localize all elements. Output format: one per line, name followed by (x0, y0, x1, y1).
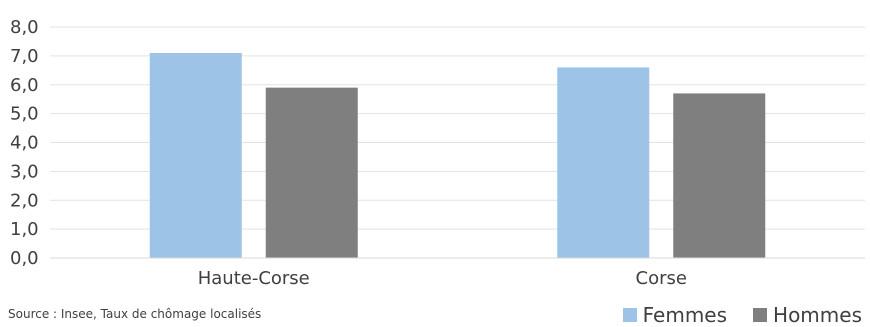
legend-label-hommes: Hommes (773, 303, 862, 327)
legend-swatch-hommes (753, 308, 768, 322)
bars (149, 52, 766, 258)
y-tick-label: 2,0 (10, 190, 39, 211)
legend-item-femmes: Femmes (622, 303, 728, 327)
bar-chart: 0,0 1,0 2,0 3,0 4,0 5,0 6,0 7,0 8,0 Haute-Corse C… (10, 17, 865, 289)
y-axis-labels: 0,0 1,0 2,0 3,0 4,0 5,0 6,0 7,0 8,0 (10, 17, 39, 269)
legend-label-femmes: Femmes (642, 303, 728, 327)
source-note: Source : Insee, Taux de chômage localisé… (8, 307, 262, 321)
bar-femmes-corse (557, 67, 650, 258)
legend: Femmes Hommes (597, 303, 862, 327)
y-tick-label: 7,0 (10, 46, 39, 67)
y-tick-label: 0,0 (10, 248, 39, 269)
x-axis-labels: Haute-Corse Corse (198, 268, 687, 289)
bar-hommes-corse (673, 93, 766, 258)
legend-item-hommes: Hommes (753, 303, 862, 327)
y-tick-label: 5,0 (10, 104, 39, 125)
bar-femmes-haute-corse (149, 52, 242, 258)
bar-hommes-haute-corse (265, 87, 358, 258)
x-tick-label: Corse (636, 268, 687, 289)
y-tick-label: 1,0 (10, 219, 39, 240)
y-tick-label: 8,0 (10, 17, 39, 38)
y-tick-label: 3,0 (10, 161, 39, 182)
legend-swatch-femmes (622, 308, 637, 322)
y-tick-label: 4,0 (10, 133, 39, 154)
x-tick-label: Haute-Corse (198, 268, 310, 289)
y-tick-label: 6,0 (10, 75, 39, 96)
